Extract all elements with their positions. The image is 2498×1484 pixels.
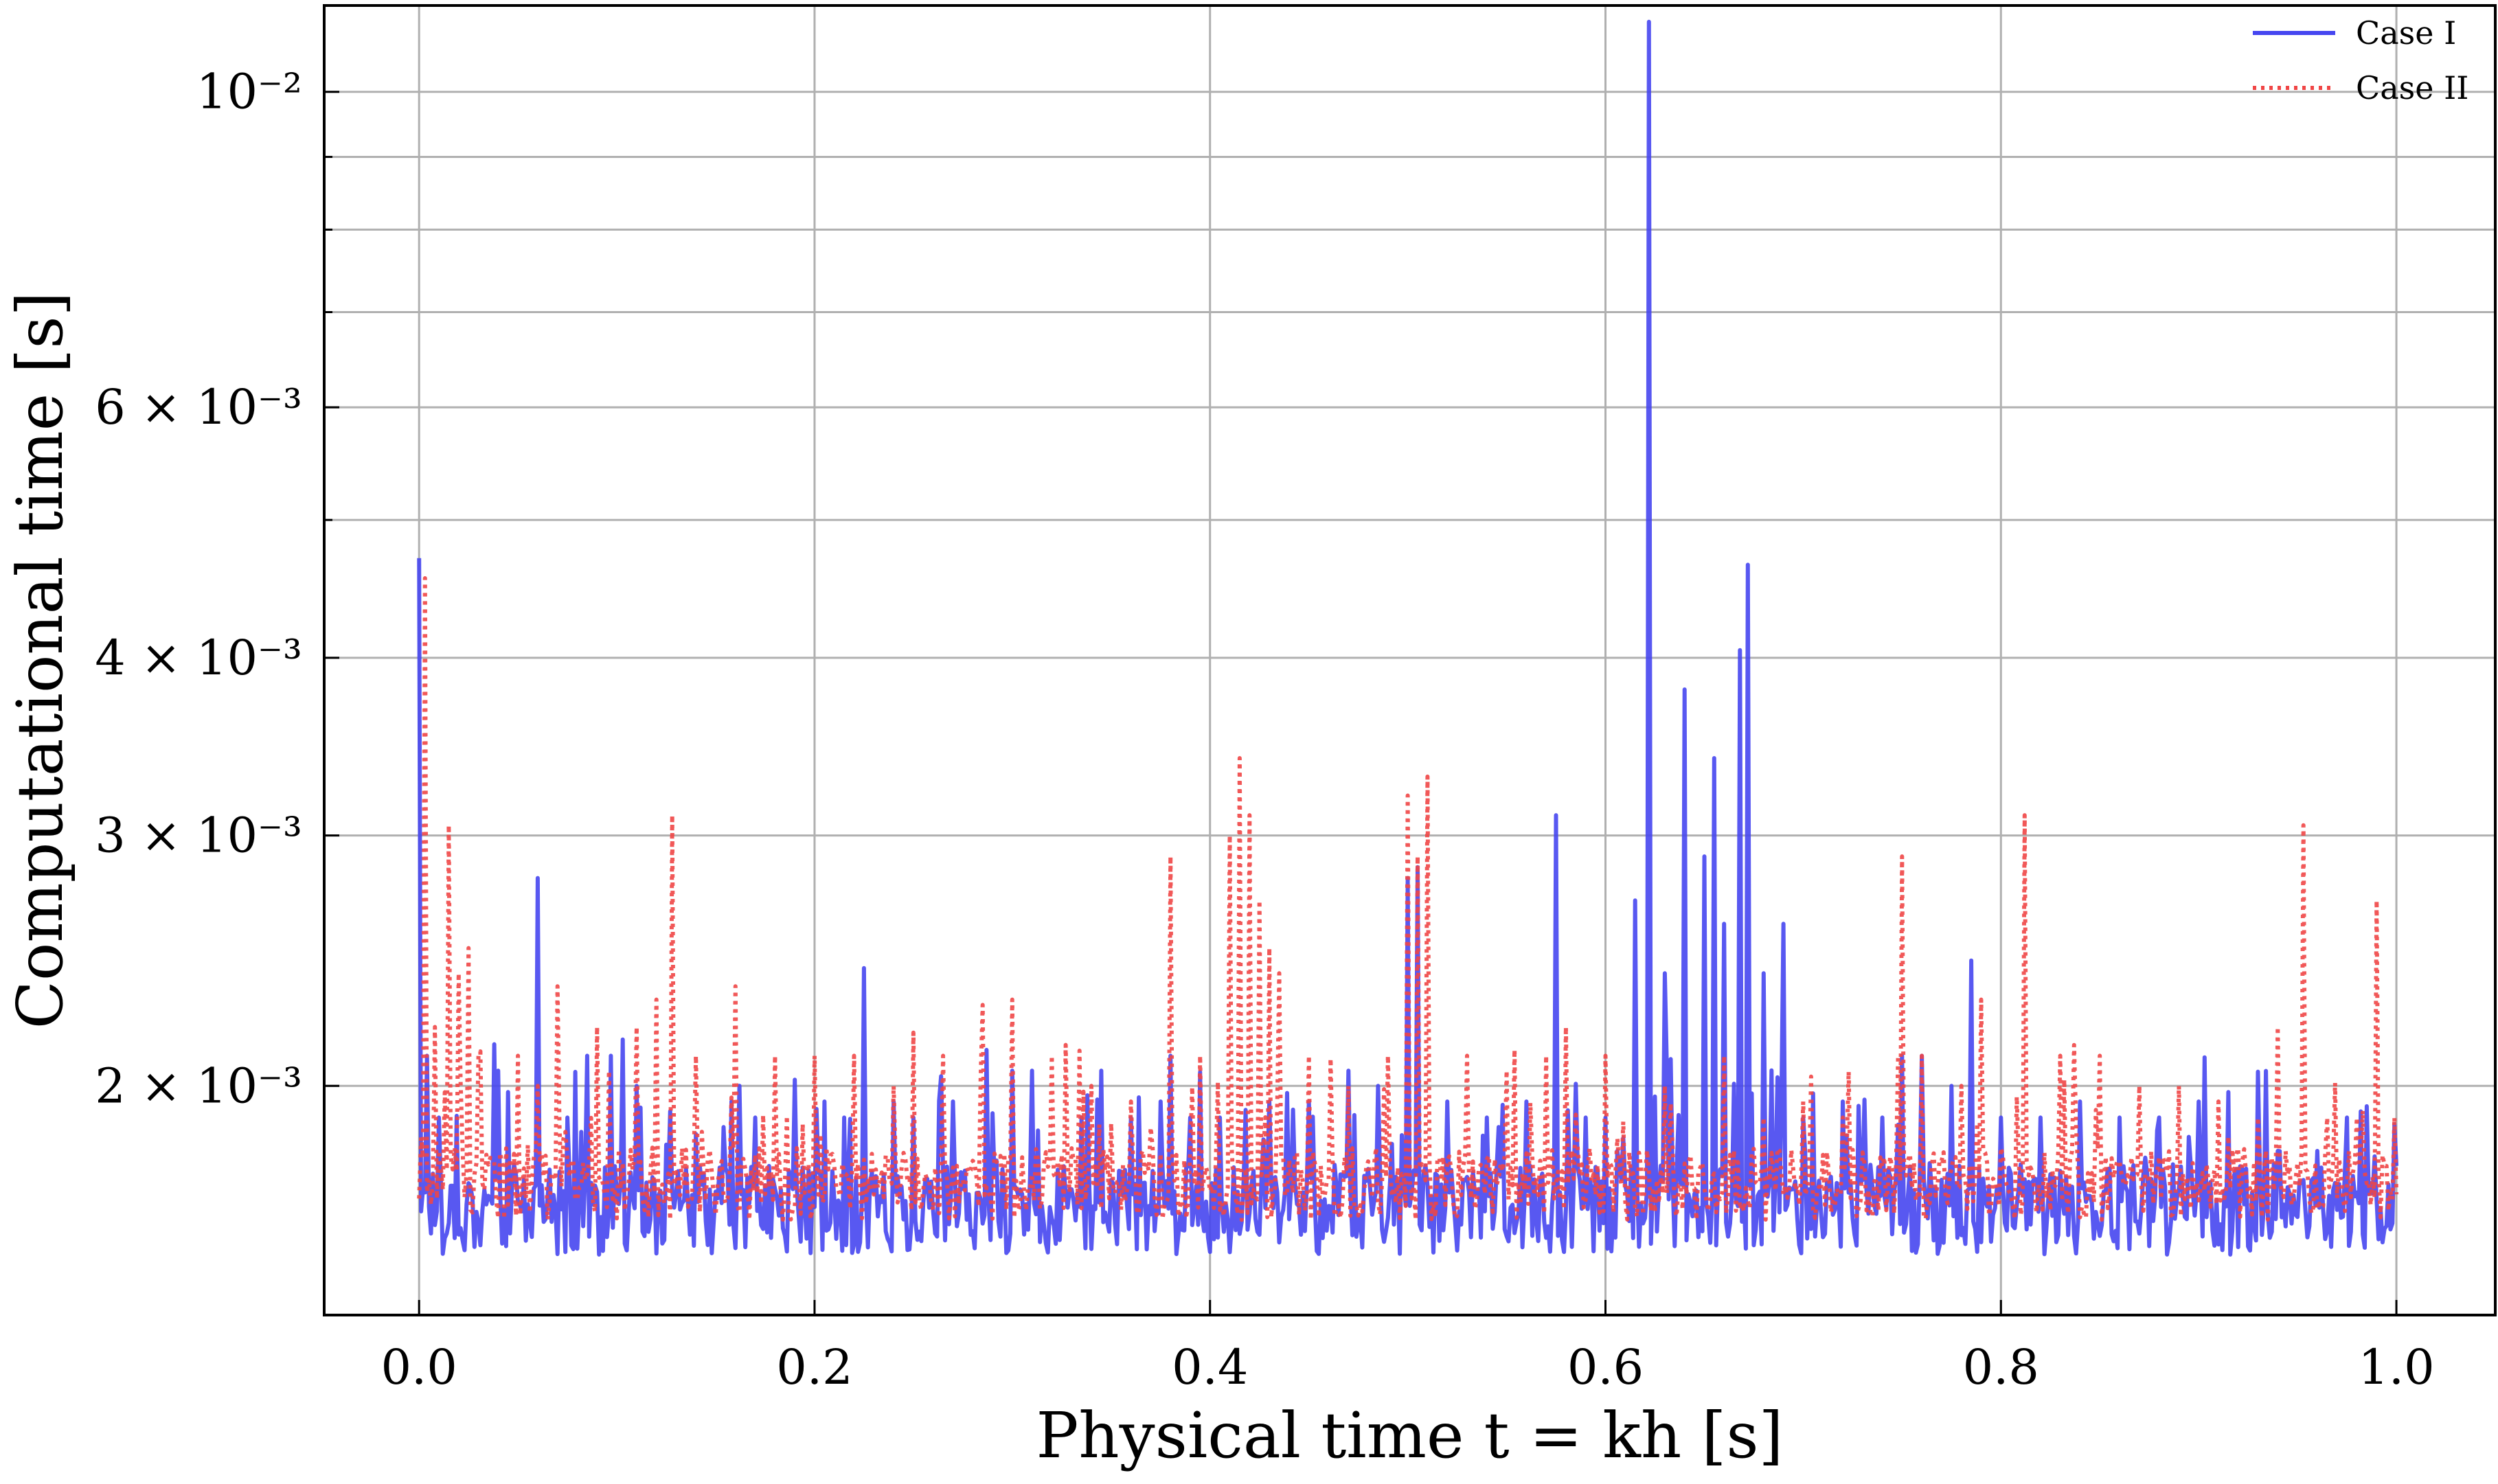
x-axis-label: Physical time t = kh [s] bbox=[1036, 1399, 1784, 1472]
legend-label-case-i: Case I bbox=[2356, 14, 2456, 52]
x-tick-label: 0.8 bbox=[1963, 1339, 2039, 1395]
plot-area bbox=[417, 19, 2399, 1257]
y-axis-label: Computational time [s] bbox=[3, 292, 77, 1029]
y-tick-label: 6 × 10⁻³ bbox=[95, 379, 302, 435]
x-tick-label: 0.2 bbox=[776, 1339, 852, 1395]
series-line-case-i bbox=[417, 19, 2399, 1257]
x-tick-label: 1.0 bbox=[2358, 1339, 2434, 1395]
x-tick-label: 0.6 bbox=[1567, 1339, 1644, 1395]
axes-frame bbox=[323, 4, 2497, 1316]
x-tick-label: 0.4 bbox=[1172, 1339, 1248, 1395]
legend: Case I Case II bbox=[2253, 14, 2468, 106]
y-tick-label: 4 × 10⁻³ bbox=[95, 630, 302, 686]
axis-ticks: 0.0 0.2 0.4 0.6 0.8 1.0 2 × 10⁻³ 3 × 10⁻³ 4 × 10… bbox=[95, 64, 2435, 1395]
grid-lines bbox=[324, 5, 2495, 1315]
series-line-case-ii bbox=[417, 576, 2399, 1222]
y-tick-label: 3 × 10⁻³ bbox=[95, 808, 302, 864]
y-tick-label: 2 × 10⁻³ bbox=[95, 1058, 302, 1114]
y-tick-label: 10⁻² bbox=[196, 64, 302, 120]
x-tick-label: 0.0 bbox=[381, 1339, 457, 1395]
legend-label-case-ii: Case II bbox=[2356, 69, 2468, 106]
